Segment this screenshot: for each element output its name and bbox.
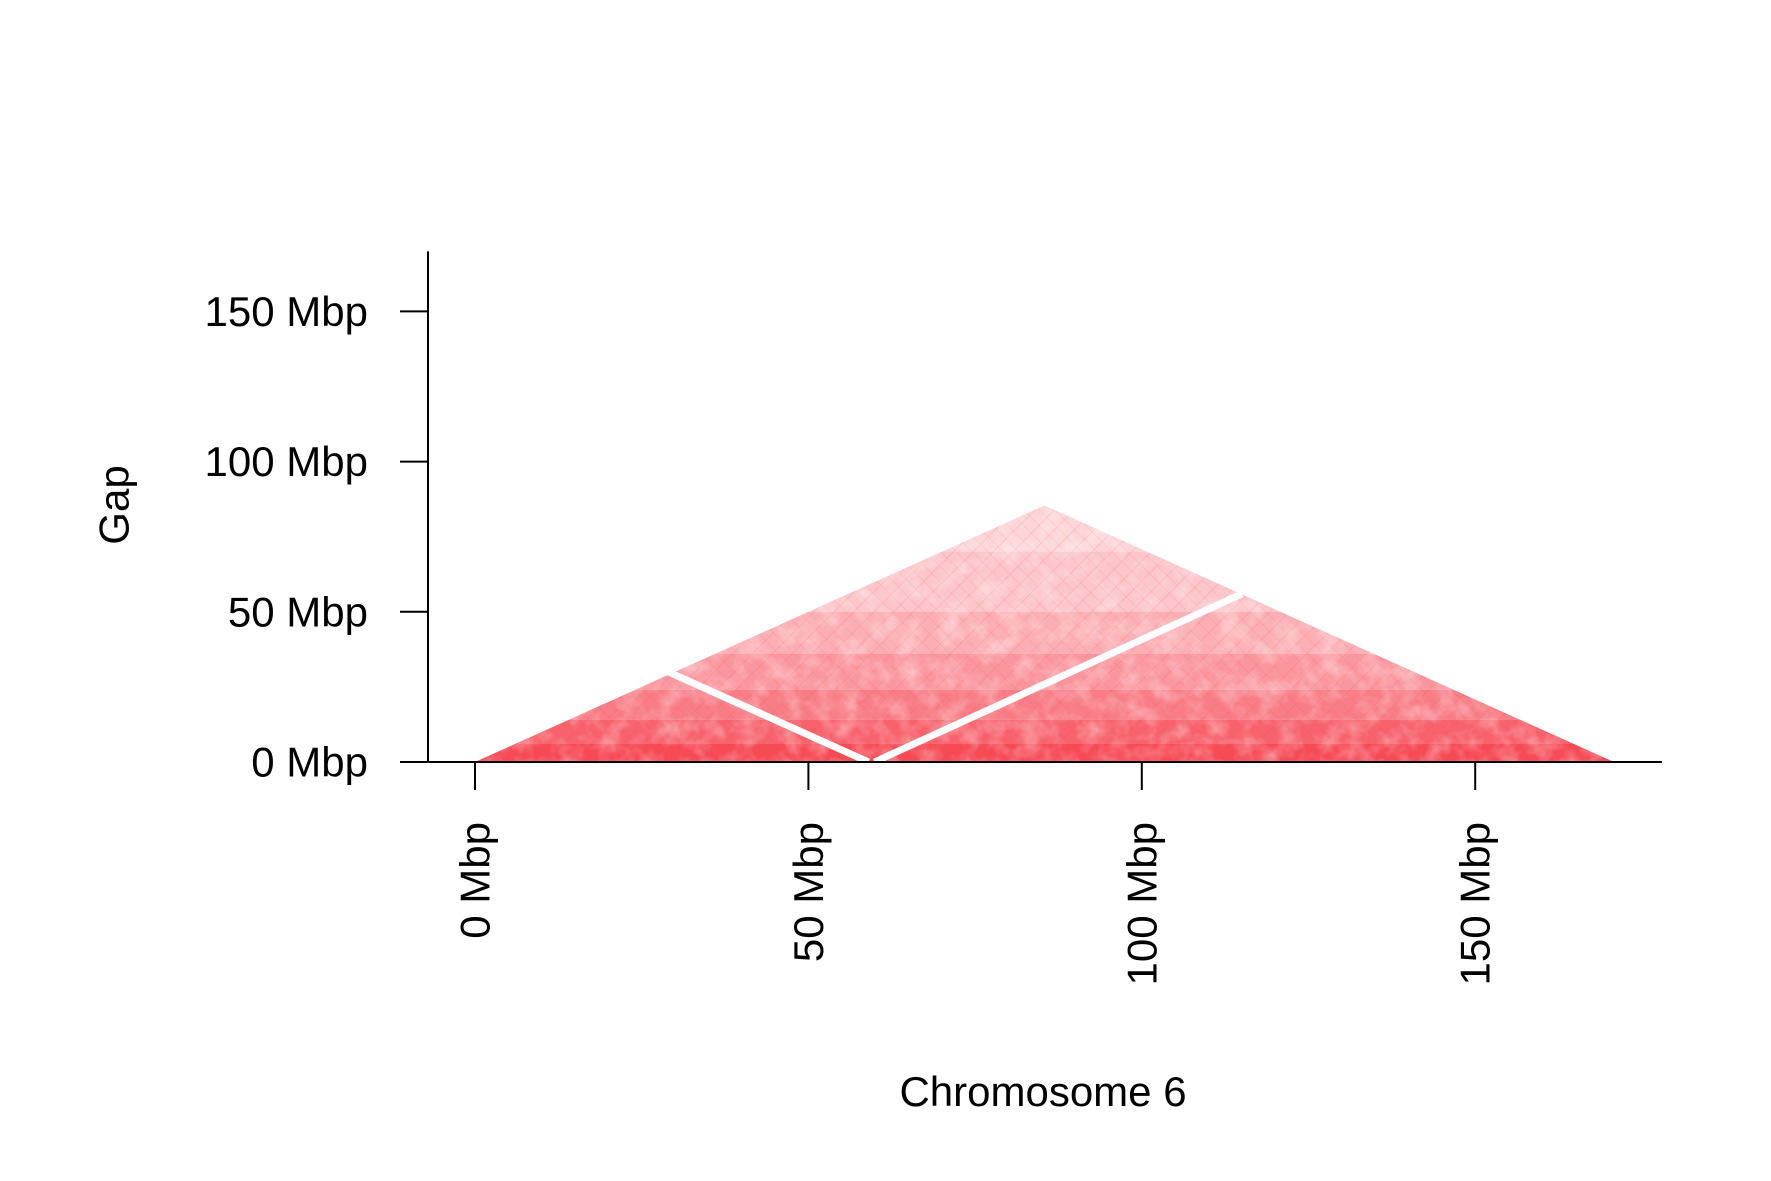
axes: 0 Mbp 50 Mbp 100 Mbp 150 Mbp 0 Mbp 50 Mbp 100… <box>205 251 1662 985</box>
y-axis-ticks: 0 Mbp 50 Mbp 100 Mbp 150 Mbp <box>205 288 428 786</box>
y-tick-label: 100 Mbp <box>205 438 368 485</box>
x-axis-title: Chromosome 6 <box>899 1068 1186 1115</box>
x-tick-label: 100 Mbp <box>1118 822 1165 985</box>
x-tick-label: 50 Mbp <box>785 822 832 962</box>
x-tick-label: 0 Mbp <box>452 822 499 939</box>
x-axis-ticks: 0 Mbp 50 Mbp 100 Mbp 150 Mbp <box>452 762 1499 985</box>
x-tick-label: 150 Mbp <box>1452 822 1499 985</box>
y-tick-label: 150 Mbp <box>205 288 368 335</box>
y-tick-label: 50 Mbp <box>228 588 368 635</box>
y-axis-title: Gap <box>91 465 138 544</box>
y-tick-label: 0 Mbp <box>251 739 368 786</box>
heatmap-region <box>475 505 1614 762</box>
